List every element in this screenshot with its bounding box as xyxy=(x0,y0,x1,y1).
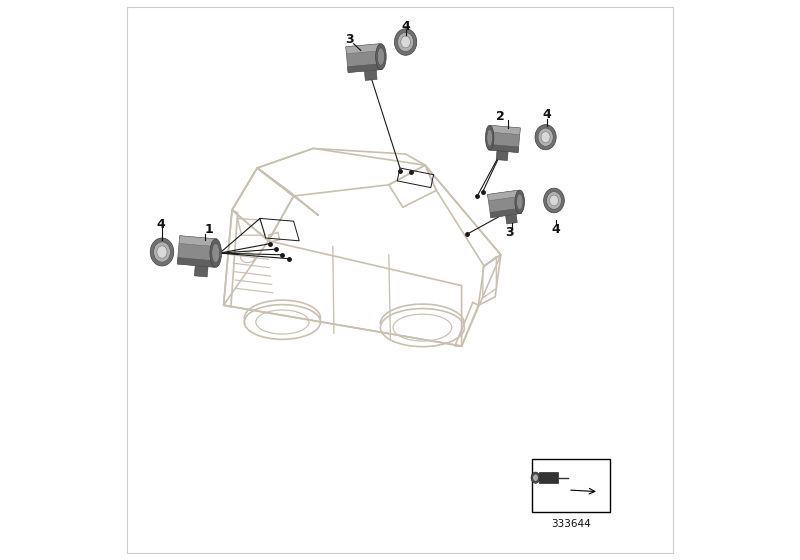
Polygon shape xyxy=(346,44,382,72)
Polygon shape xyxy=(489,125,520,152)
Ellipse shape xyxy=(378,48,385,66)
Polygon shape xyxy=(194,265,208,277)
Polygon shape xyxy=(489,144,518,152)
Text: 3: 3 xyxy=(346,32,354,46)
Polygon shape xyxy=(539,472,558,483)
Bar xyxy=(532,459,610,512)
Ellipse shape xyxy=(398,32,414,52)
Text: 2: 2 xyxy=(497,110,505,123)
Polygon shape xyxy=(487,190,519,201)
Text: 1: 1 xyxy=(204,223,213,236)
Ellipse shape xyxy=(538,128,553,146)
Ellipse shape xyxy=(531,472,540,483)
Ellipse shape xyxy=(154,242,170,262)
Text: 3: 3 xyxy=(505,226,514,239)
Ellipse shape xyxy=(150,238,174,266)
Text: 4: 4 xyxy=(402,20,410,33)
Ellipse shape xyxy=(486,125,494,150)
Polygon shape xyxy=(487,190,522,218)
Polygon shape xyxy=(178,236,217,267)
Polygon shape xyxy=(490,125,520,134)
Polygon shape xyxy=(347,64,382,72)
Ellipse shape xyxy=(535,124,556,150)
Ellipse shape xyxy=(517,194,523,210)
Ellipse shape xyxy=(376,44,386,69)
Polygon shape xyxy=(178,258,215,267)
Ellipse shape xyxy=(515,190,525,213)
Ellipse shape xyxy=(212,244,219,263)
Text: 333644: 333644 xyxy=(551,519,590,529)
Ellipse shape xyxy=(394,29,417,55)
Polygon shape xyxy=(365,70,377,81)
Ellipse shape xyxy=(210,239,222,267)
Ellipse shape xyxy=(533,474,538,482)
Ellipse shape xyxy=(546,192,562,209)
Ellipse shape xyxy=(157,246,167,258)
Text: 4: 4 xyxy=(542,108,551,122)
Ellipse shape xyxy=(550,195,558,206)
Ellipse shape xyxy=(541,132,550,143)
Ellipse shape xyxy=(544,188,564,213)
Text: 4: 4 xyxy=(551,223,560,236)
Ellipse shape xyxy=(401,36,410,48)
Polygon shape xyxy=(496,151,508,161)
Polygon shape xyxy=(506,214,518,224)
Polygon shape xyxy=(490,208,522,218)
Text: 4: 4 xyxy=(156,217,165,231)
Polygon shape xyxy=(179,236,217,247)
Polygon shape xyxy=(346,44,381,54)
Ellipse shape xyxy=(487,129,493,146)
